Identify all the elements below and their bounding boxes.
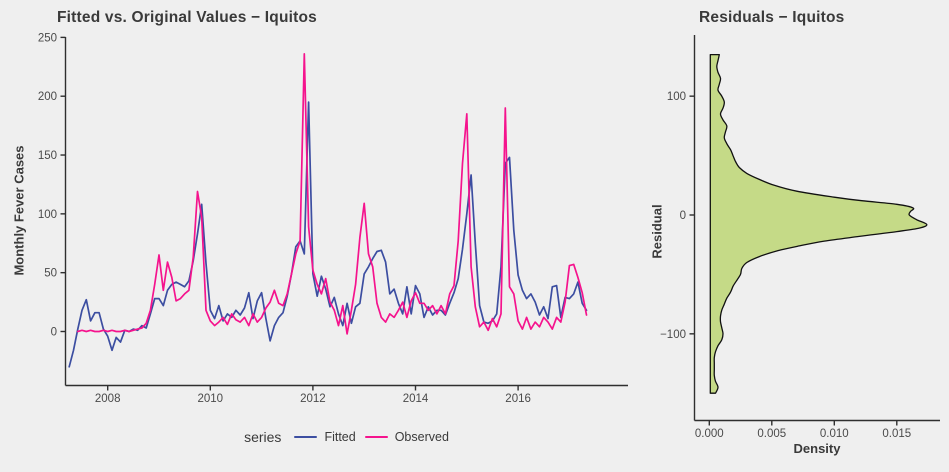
tick-label: −100 xyxy=(660,329,686,341)
observed-line-swatch xyxy=(364,435,388,439)
tick-label: 0.010 xyxy=(820,428,849,440)
tick-label: 2014 xyxy=(403,393,429,405)
residuals-density-area xyxy=(709,53,928,394)
tick-label: 0 xyxy=(680,210,686,222)
tick-label: 2012 xyxy=(300,393,326,405)
tick-label: 0.015 xyxy=(882,428,911,440)
legend-item-fitted: Fitted xyxy=(294,430,356,444)
tick-label: 0 xyxy=(51,327,57,339)
tick-label: 0.000 xyxy=(695,428,724,440)
tick-label: 250 xyxy=(38,32,57,44)
tick-label: 2016 xyxy=(505,393,531,405)
left-chart-title: Fitted vs. Original Values − Iquitos xyxy=(57,9,317,26)
left-y-axis-label: Monthly Fever Cases xyxy=(11,145,27,276)
fitted-line-swatch xyxy=(294,435,318,439)
observed-legend-label: Observed xyxy=(394,430,449,444)
legend-title: series xyxy=(244,429,282,445)
tick-label: 2010 xyxy=(198,393,224,405)
tick-label: 150 xyxy=(38,150,57,162)
fitted-line xyxy=(68,101,588,368)
fitted-legend-label: Fitted xyxy=(324,430,356,444)
tick-label: 200 xyxy=(38,91,57,103)
observed-line xyxy=(76,53,588,335)
tick-label: 0.005 xyxy=(757,428,786,440)
series-legend: series Fitted Observed xyxy=(65,429,628,445)
right-y-axis-label: Residual xyxy=(649,204,665,259)
tick-label: 2008 xyxy=(95,393,121,405)
tick-label: 100 xyxy=(667,91,686,103)
legend-item-observed: Observed xyxy=(364,430,449,444)
tick-label: 50 xyxy=(44,268,57,280)
tick-label: 100 xyxy=(38,209,57,221)
right-chart-title: Residuals − Iquitos xyxy=(699,9,845,26)
density-x-axis-label: Density xyxy=(793,441,841,456)
